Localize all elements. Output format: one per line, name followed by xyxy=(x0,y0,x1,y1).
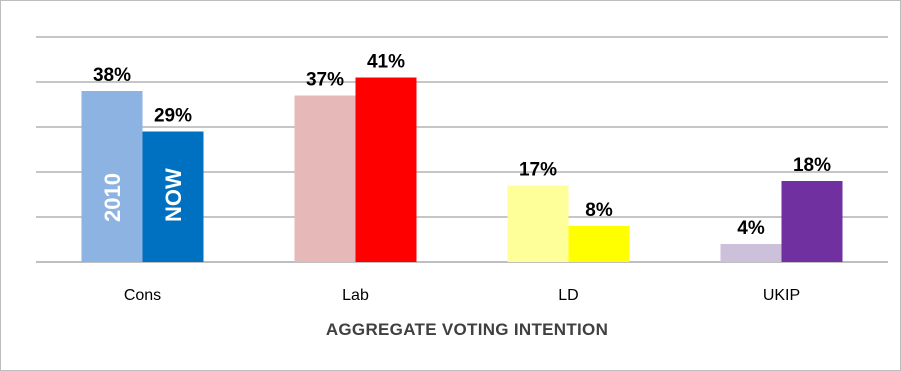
x-axis-title: AGGREGATE VOTING INTENTION xyxy=(326,320,608,339)
value-label-ld-2010: 17% xyxy=(519,160,557,181)
bar-ukip-2010 xyxy=(720,244,782,262)
value-label-lab-now: 41% xyxy=(367,52,405,73)
bar-cons-2010 xyxy=(81,91,143,262)
category-label-cons: Cons xyxy=(124,287,161,304)
category-label-lab: Lab xyxy=(342,287,369,304)
series-label-now: NOW xyxy=(161,168,186,222)
value-label-ld-now: 8% xyxy=(585,200,613,221)
value-label-ukip-now: 18% xyxy=(793,155,831,176)
value-labels: 38% 29% 37% 41% 17% 8% 4% 18% xyxy=(93,52,831,240)
bars xyxy=(81,77,843,262)
bar-lab-2010 xyxy=(294,95,356,262)
category-labels: Cons Lab LD UKIP xyxy=(124,287,800,304)
series-label-2010: 2010 xyxy=(100,173,125,222)
bar-cons-now xyxy=(142,131,204,262)
value-label-cons-now: 29% xyxy=(154,106,192,127)
category-label-ld: LD xyxy=(558,287,578,304)
value-label-lab-2010: 37% xyxy=(306,70,344,91)
bar-ld-2010 xyxy=(507,185,569,262)
category-label-ukip: UKIP xyxy=(763,287,800,304)
value-label-cons-2010: 38% xyxy=(93,65,131,86)
bar-lab-now xyxy=(355,77,417,262)
series-labels: 2010 NOW xyxy=(100,168,186,222)
bar-ld-now xyxy=(568,226,630,262)
value-label-ukip-2010: 4% xyxy=(737,218,765,239)
bar-ukip-now xyxy=(781,181,843,262)
